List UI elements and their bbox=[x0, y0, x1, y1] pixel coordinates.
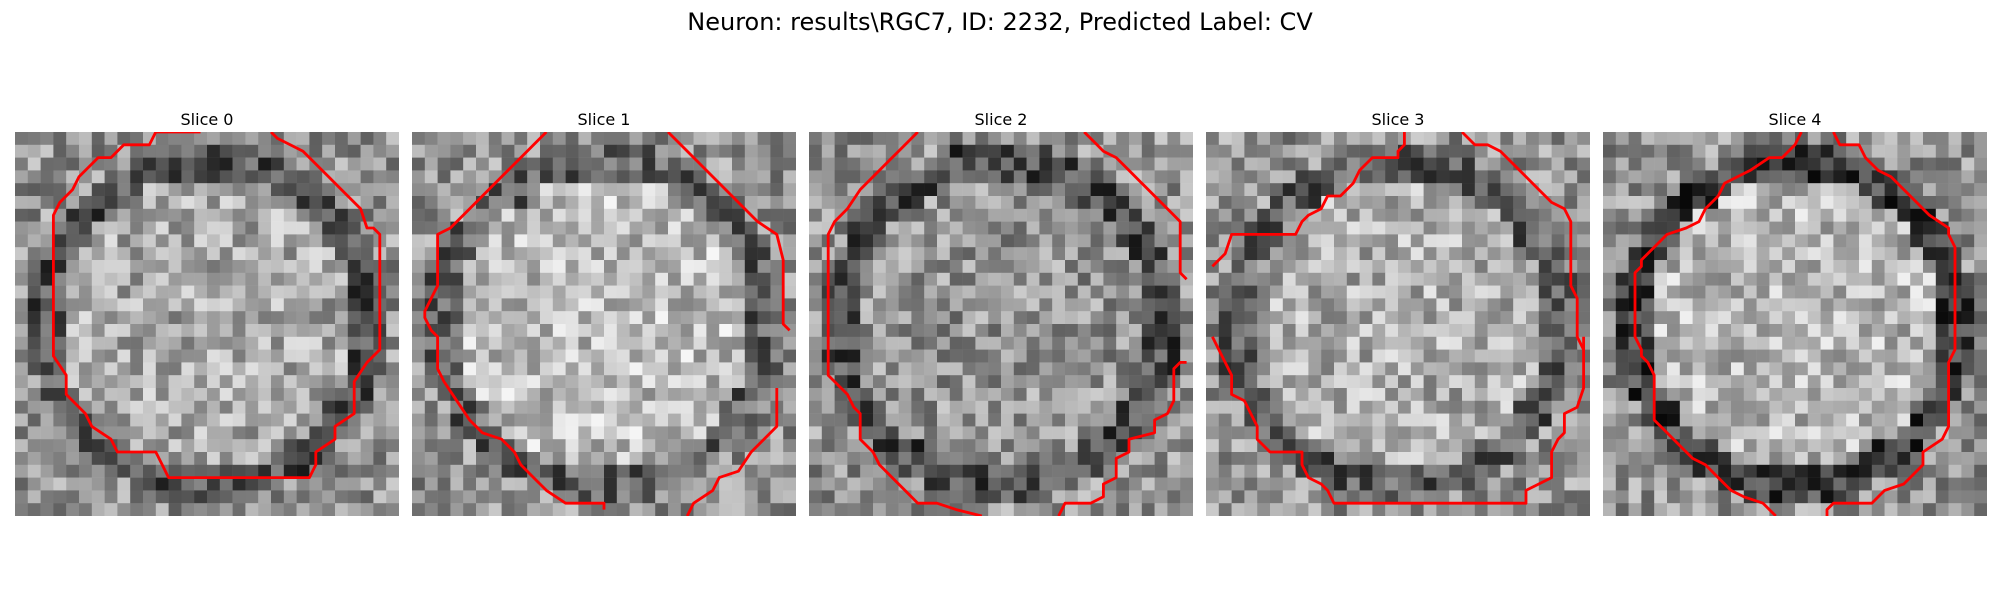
slice-image bbox=[1206, 132, 1590, 516]
slice-image bbox=[1603, 132, 1987, 516]
slice-panel: Slice 2 bbox=[809, 108, 1193, 516]
contour-segment bbox=[423, 132, 606, 510]
slice-image bbox=[809, 132, 1193, 516]
slice-title: Slice 0 bbox=[180, 110, 234, 129]
slice-panel: Slice 1 bbox=[412, 108, 796, 516]
contour-segment bbox=[1211, 336, 1586, 505]
contour-segment bbox=[1211, 132, 1406, 268]
contour-segment bbox=[1825, 132, 1957, 516]
slice-image bbox=[15, 132, 399, 516]
slice-title: Slice 1 bbox=[577, 110, 631, 129]
slice-title: Slice 2 bbox=[974, 110, 1028, 129]
contour-segment bbox=[1057, 360, 1187, 516]
figure-title: Neuron: results\RGC7, ID: 2232, Predicte… bbox=[687, 8, 1313, 36]
contour-segment bbox=[1083, 132, 1188, 281]
contour-segment bbox=[685, 388, 779, 516]
contour-segment bbox=[826, 132, 983, 516]
slice-title: Slice 4 bbox=[1768, 110, 1822, 129]
slice-panel: Slice 3 bbox=[1206, 108, 1590, 516]
contour-segment bbox=[51, 132, 382, 480]
contour-segment bbox=[667, 132, 791, 332]
slice-image bbox=[412, 132, 796, 516]
contour-segment bbox=[1461, 132, 1585, 351]
slice-panel: Slice 4 bbox=[1603, 108, 1987, 516]
slice-title: Slice 3 bbox=[1371, 110, 1425, 129]
contour-segment bbox=[1633, 132, 1803, 516]
slice-panel: Slice 0 bbox=[15, 108, 399, 516]
